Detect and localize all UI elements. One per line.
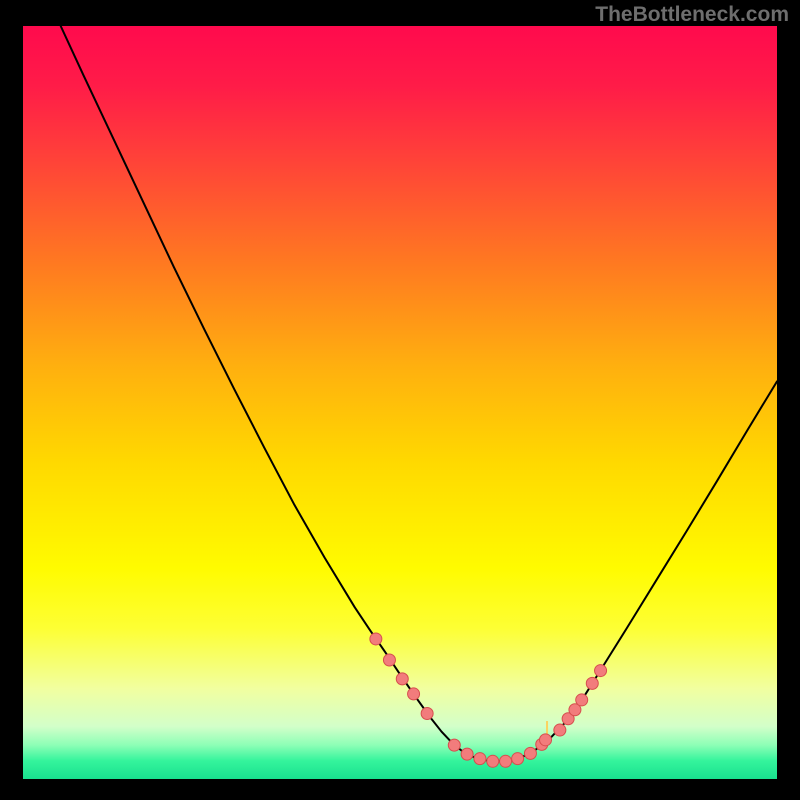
curve-marker — [448, 739, 460, 751]
curve-marker — [512, 753, 524, 765]
gradient-background — [23, 26, 777, 779]
curve-marker — [396, 673, 408, 685]
curve-marker — [595, 665, 607, 677]
watermark-text: TheBottleneck.com — [595, 3, 789, 27]
curve-marker — [524, 747, 536, 759]
curve-marker — [408, 688, 420, 700]
curve-marker — [540, 734, 552, 746]
curve-marker — [576, 694, 588, 706]
curve-marker — [487, 755, 499, 767]
curve-marker — [383, 654, 395, 666]
curve-marker — [500, 755, 512, 767]
curve-marker — [421, 707, 433, 719]
bottleneck-chart — [0, 0, 800, 800]
chart-stage: { "canvas": { "w": 800, "h": 800 }, "bac… — [0, 0, 800, 800]
curve-marker — [586, 677, 598, 689]
curve-marker — [554, 724, 566, 736]
curve-marker — [370, 633, 382, 645]
curve-marker — [461, 748, 473, 760]
curve-marker — [474, 753, 486, 765]
